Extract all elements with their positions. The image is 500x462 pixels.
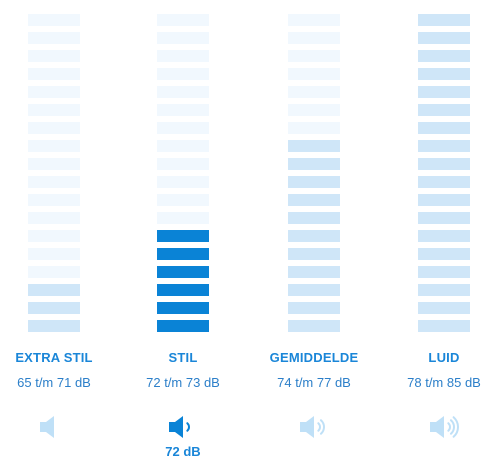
level-bar [157,302,209,314]
level-bar [418,176,470,188]
level-bar [418,68,470,80]
level-bar [288,104,340,116]
speaker-icon [390,414,498,444]
level-bar [288,122,340,134]
level-bar [288,86,340,98]
level-bar [28,50,80,62]
level-bar [28,266,80,278]
level-bar [418,86,470,98]
level-bar [157,50,209,62]
level-bar [157,176,209,188]
category-range: 74 t/m 77 dB [277,375,351,390]
level-bar [28,32,80,44]
level-bar [288,140,340,152]
category-stil: STIL 72 t/m 73 dB 72 dB [129,0,237,462]
level-bar [157,284,209,296]
level-bar [28,248,80,260]
category-title: STIL [168,350,198,365]
level-bar [418,32,470,44]
level-bar [418,266,470,278]
speaker-icon [0,414,108,444]
level-bar [28,302,80,314]
level-bar [157,194,209,206]
category-extra-stil: EXTRA STIL 65 t/m 71 dB [0,0,108,462]
level-bar [418,230,470,242]
level-bar [288,14,340,26]
level-bar [157,266,209,278]
level-bar [288,50,340,62]
level-bar [418,194,470,206]
level-bar [157,68,209,80]
level-bar [418,122,470,134]
level-bar [288,230,340,242]
level-bar [28,86,80,98]
speaker-icon [260,414,368,444]
level-bar [418,158,470,170]
category-gemiddelde: GEMIDDELDE 74 t/m 77 dB [260,0,368,462]
level-bar [288,302,340,314]
level-bar [28,284,80,296]
level-bar [28,194,80,206]
level-bar [28,176,80,188]
level-bar [28,320,80,332]
level-bar [28,212,80,224]
level-bar [28,230,80,242]
level-bar [418,320,470,332]
level-bar [418,104,470,116]
level-bar [28,68,80,80]
level-bar [28,158,80,170]
level-bar [288,284,340,296]
level-bar [157,32,209,44]
level-bar [288,212,340,224]
level-bar [157,14,209,26]
level-bar [288,266,340,278]
level-bar [157,140,209,152]
level-bar [28,122,80,134]
category-range: 65 t/m 71 dB [17,375,91,390]
level-bar [157,86,209,98]
level-bar [28,104,80,116]
level-bar [418,50,470,62]
current-level-label: 72 dB [165,444,201,459]
level-bar [157,230,209,242]
level-bar [157,212,209,224]
level-bar [418,302,470,314]
category-title: EXTRA STIL [15,350,93,365]
category-luid: LUID 78 t/m 85 dB [390,0,498,462]
category-range: 78 t/m 85 dB [407,375,481,390]
category-title: GEMIDDELDE [269,350,359,365]
level-bar [418,140,470,152]
category-title: LUID [428,350,460,365]
level-bar [288,320,340,332]
level-bar [288,176,340,188]
level-bar [157,158,209,170]
level-bar [288,158,340,170]
level-bar [418,14,470,26]
level-bar [157,122,209,134]
category-range: 72 t/m 73 dB [146,375,220,390]
level-bar [28,140,80,152]
level-bar [157,248,209,260]
level-bar [288,32,340,44]
level-bar [418,212,470,224]
level-bar [28,14,80,26]
speaker-icon [129,414,237,444]
level-bar [157,104,209,116]
level-bar [157,320,209,332]
level-bar [288,194,340,206]
level-bar [418,248,470,260]
level-bar [288,248,340,260]
level-bar [288,68,340,80]
level-bar [418,284,470,296]
